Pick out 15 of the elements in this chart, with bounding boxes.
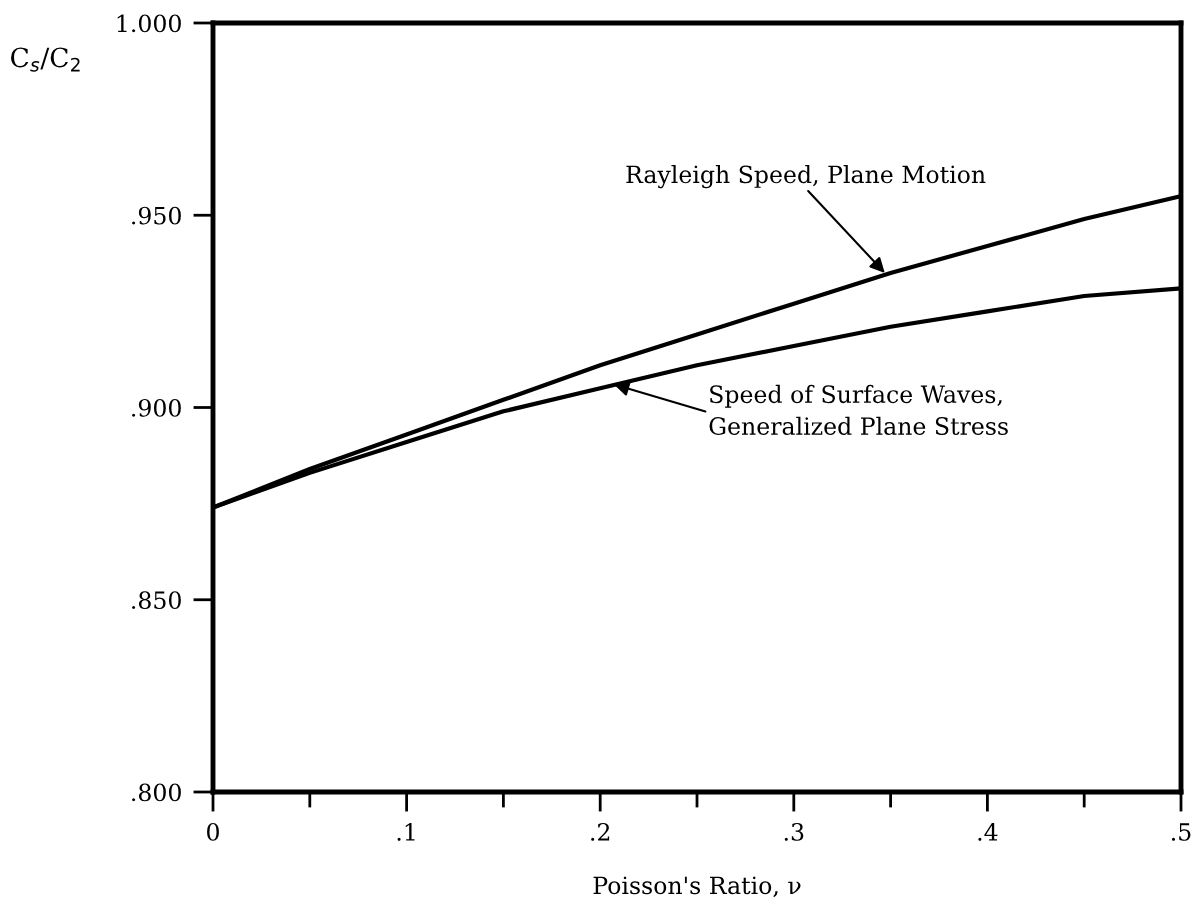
annotation: Speed of Surface Waves, Generalized Plane Stress bbox=[709, 384, 1008, 435]
x-axis-title: Poisson's Ratio, ν bbox=[593, 876, 801, 898]
y-tick-label: .800 bbox=[132, 783, 181, 802]
y-tick-label: .850 bbox=[132, 591, 181, 610]
y-tick-label: .900 bbox=[132, 398, 181, 417]
annotation: Rayleigh Speed, Plane Motion bbox=[626, 165, 986, 189]
y-tick-label: 1.000 bbox=[117, 14, 181, 33]
x-tick-label: .4 bbox=[978, 822, 998, 841]
x-tick-label: .2 bbox=[591, 822, 610, 841]
x-tick-label: .3 bbox=[784, 822, 804, 841]
y-axis-title: C$_{s}$/C$_{2}$ bbox=[11, 47, 80, 72]
y-tick-label: .950 bbox=[132, 206, 181, 225]
x-tick-label: 0 bbox=[207, 822, 219, 841]
x-tick-label: .5 bbox=[1171, 823, 1191, 841]
x-tick-label: .1 bbox=[397, 822, 415, 841]
